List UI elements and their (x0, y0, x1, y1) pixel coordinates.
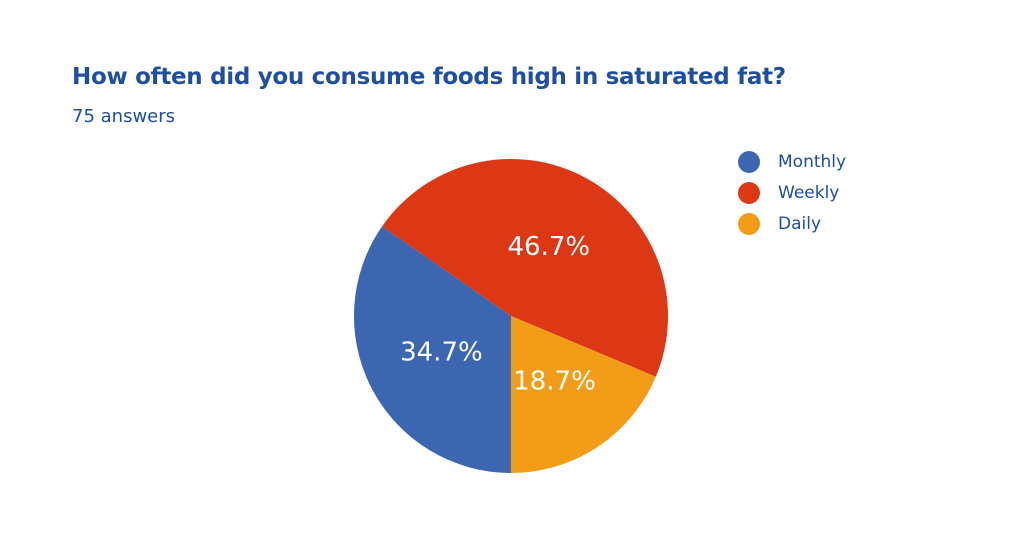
legend-item-weekly: Weekly (738, 177, 846, 208)
legend-label-daily: Daily (778, 213, 822, 234)
chart-title: How often did you consume foods high in … (72, 64, 786, 90)
legend-label-weekly: Weekly (778, 182, 840, 203)
pie-label-daily: 18.7% (513, 366, 596, 396)
pie-label-monthly: 34.7% (400, 337, 483, 367)
pie-slice-weekly (382, 158, 669, 377)
pie-slice-monthly (353, 226, 511, 473)
legend-swatch-daily (738, 212, 760, 235)
legend-label-monthly: Monthly (778, 151, 847, 172)
chart-subtitle: 75 answers (72, 106, 176, 127)
pie-slice-daily (511, 316, 656, 473)
chart-legend: Monthly Weekly Daily (738, 146, 846, 239)
pie-label-weekly: 46.7% (507, 232, 590, 262)
legend-swatch-monthly (738, 150, 760, 173)
legend-swatch-weekly (738, 181, 760, 204)
legend-item-monthly: Monthly (738, 146, 846, 177)
legend-item-daily: Daily (738, 208, 846, 239)
